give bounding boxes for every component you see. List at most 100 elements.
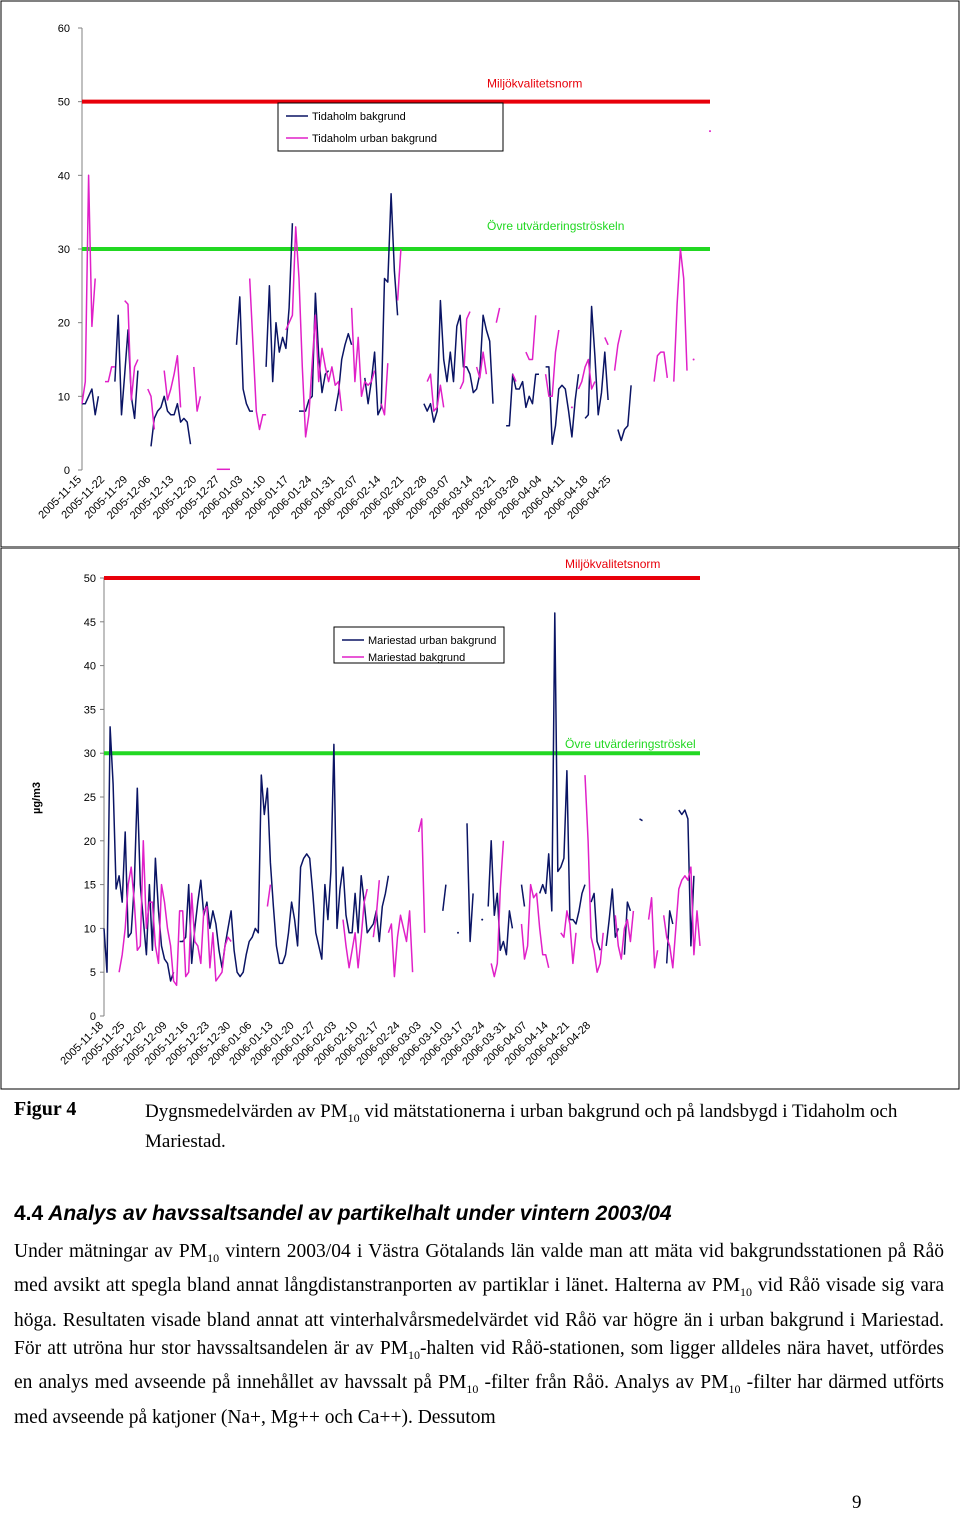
series-segment: [265, 223, 294, 383]
y-tick-label: 20: [84, 836, 96, 848]
series-segment: [639, 818, 643, 822]
series-segment: [423, 299, 494, 423]
series-segment: [103, 726, 175, 982]
series-segment: [584, 305, 609, 419]
series-segment: [380, 363, 389, 416]
section-title: Analys av havssaltsandel av partikelhalt…: [48, 1202, 672, 1225]
body-text-run: -filter från Råö. Analys av PM: [478, 1372, 729, 1394]
series-segment: [490, 840, 505, 978]
threshold-label: Övre utvärderingströskeln: [487, 219, 624, 233]
series-segment: [387, 910, 414, 978]
series-segment: [545, 366, 580, 445]
page-number: 9: [852, 1492, 862, 1513]
body-text-run: vintern 2003/04 i Västra Götalands län v…: [14, 1241, 944, 1297]
chart-frame: [0, 548, 960, 1090]
series-segment: [426, 373, 445, 412]
y-tick-label: 60: [58, 23, 70, 35]
series-segment: [613, 329, 622, 371]
figure-caption-text: Dygnsmedelvärden av PM: [145, 1101, 348, 1122]
series-segment: [342, 888, 368, 969]
series-segment: [105, 366, 115, 383]
body-text-run: -halten vid Råö-stationen, som ligger al…: [14, 1337, 945, 1394]
series-segment: [525, 315, 537, 361]
y-axis-label: µg/m3: [31, 782, 43, 814]
series-line: [81, 130, 711, 471]
series-segment: [673, 248, 688, 382]
series-segment: [538, 612, 586, 925]
threshold-label: Miljökvalitetsnorm: [565, 557, 660, 571]
y-tick-label: 30: [58, 244, 70, 256]
series-segment: [417, 818, 426, 933]
series-segment: [364, 193, 399, 416]
y-tick-label: 40: [58, 170, 70, 182]
series-segment: [179, 743, 390, 978]
series-segment: [653, 351, 669, 382]
series-segment: [334, 332, 353, 412]
series-segment: [605, 888, 620, 946]
threshold-label: Miljökvalitetsnorm: [487, 77, 582, 91]
series-segment: [623, 901, 632, 955]
series-segment: [560, 910, 577, 965]
legend-box: [333, 626, 505, 664]
series-segment: [350, 307, 376, 398]
chart-frame: [0, 0, 960, 548]
y-tick-label: 30: [84, 748, 96, 760]
subscript: 10: [728, 1381, 741, 1396]
y-tick-label: 25: [84, 792, 96, 804]
series-segment: [617, 385, 632, 442]
series-segment: [466, 823, 474, 943]
series-segment: [475, 351, 488, 379]
data-point: [457, 931, 459, 934]
y-tick-label: 35: [84, 704, 96, 716]
series-segment: [114, 314, 139, 420]
series-segment: [124, 300, 139, 401]
series-segment: [590, 892, 601, 951]
series-segment: [487, 840, 514, 956]
series-segment: [665, 910, 674, 964]
chart-tidaholm-svg: 01020304050602005-11-152005-11-222005-11…: [0, 0, 960, 548]
y-tick-label: 45: [84, 617, 96, 629]
figure-caption-subscript: 10: [347, 1110, 360, 1125]
y-tick-label: 50: [84, 573, 96, 585]
body-text-run: vid Råö visade sig vara höga. Resultaten…: [14, 1275, 944, 1359]
data-point: [570, 406, 573, 409]
subscript: 10: [408, 1347, 421, 1362]
body-paragraph: Under mätningar av PM 10 vintern 2003/04 …: [14, 1238, 944, 1431]
threshold-label: Övre utvärderingströskel: [565, 737, 696, 751]
body-text-run: -filter har därmed utförts med avseende …: [14, 1372, 945, 1428]
subscript: 10: [740, 1285, 753, 1300]
series-segment: [147, 388, 156, 430]
chart-mariestad: 0 5 10 15 20 25 30 35 40 45 50 µg/m3 2005-11-18 2005-…: [0, 548, 960, 1090]
series-segment: [163, 355, 182, 408]
series-segment: [81, 174, 96, 404]
y-tick-label: 5: [90, 967, 96, 979]
series-segment: [577, 358, 596, 390]
series-segment: [662, 866, 701, 969]
series-segment: [193, 366, 202, 412]
y-tick-label: 0: [64, 465, 70, 477]
subscript: 10: [466, 1381, 479, 1396]
series-segment: [235, 296, 253, 412]
series-segment: [372, 880, 381, 938]
legend-entry: Mariestad bakgrund: [368, 652, 465, 664]
series-segment: [118, 840, 232, 987]
figure-label: Figur 4: [14, 1098, 77, 1120]
legend-box: [277, 102, 504, 152]
body-text-run: Under mätningar av PM: [14, 1241, 208, 1262]
section-number: 4.4: [14, 1202, 44, 1225]
series-segment: [442, 884, 447, 911]
series-line: [103, 612, 695, 982]
y-tick-label: 0: [90, 1011, 96, 1023]
data-point: [709, 130, 711, 133]
series-segment: [150, 395, 192, 447]
series-segment: [678, 809, 695, 947]
series-segment: [495, 307, 501, 323]
section-heading: 4.4 Analys av havssaltsandel av partikel…: [14, 1202, 672, 1226]
figure-caption-text-rest: vid mätstationerna i urban bakgrund och …: [145, 1101, 898, 1152]
series-segment: [248, 278, 267, 431]
series-segment: [544, 329, 560, 398]
series-segment: [520, 884, 526, 907]
chart-tidaholm: 0 10 20 30 40 50 60 2005-11-15 2005-11-22 2005-11…: [0, 0, 960, 548]
chart-mariestad-svg: 05101520253035404550µg/m32005-11-182005-…: [0, 548, 960, 1090]
y-tick-label: 15: [84, 880, 96, 892]
